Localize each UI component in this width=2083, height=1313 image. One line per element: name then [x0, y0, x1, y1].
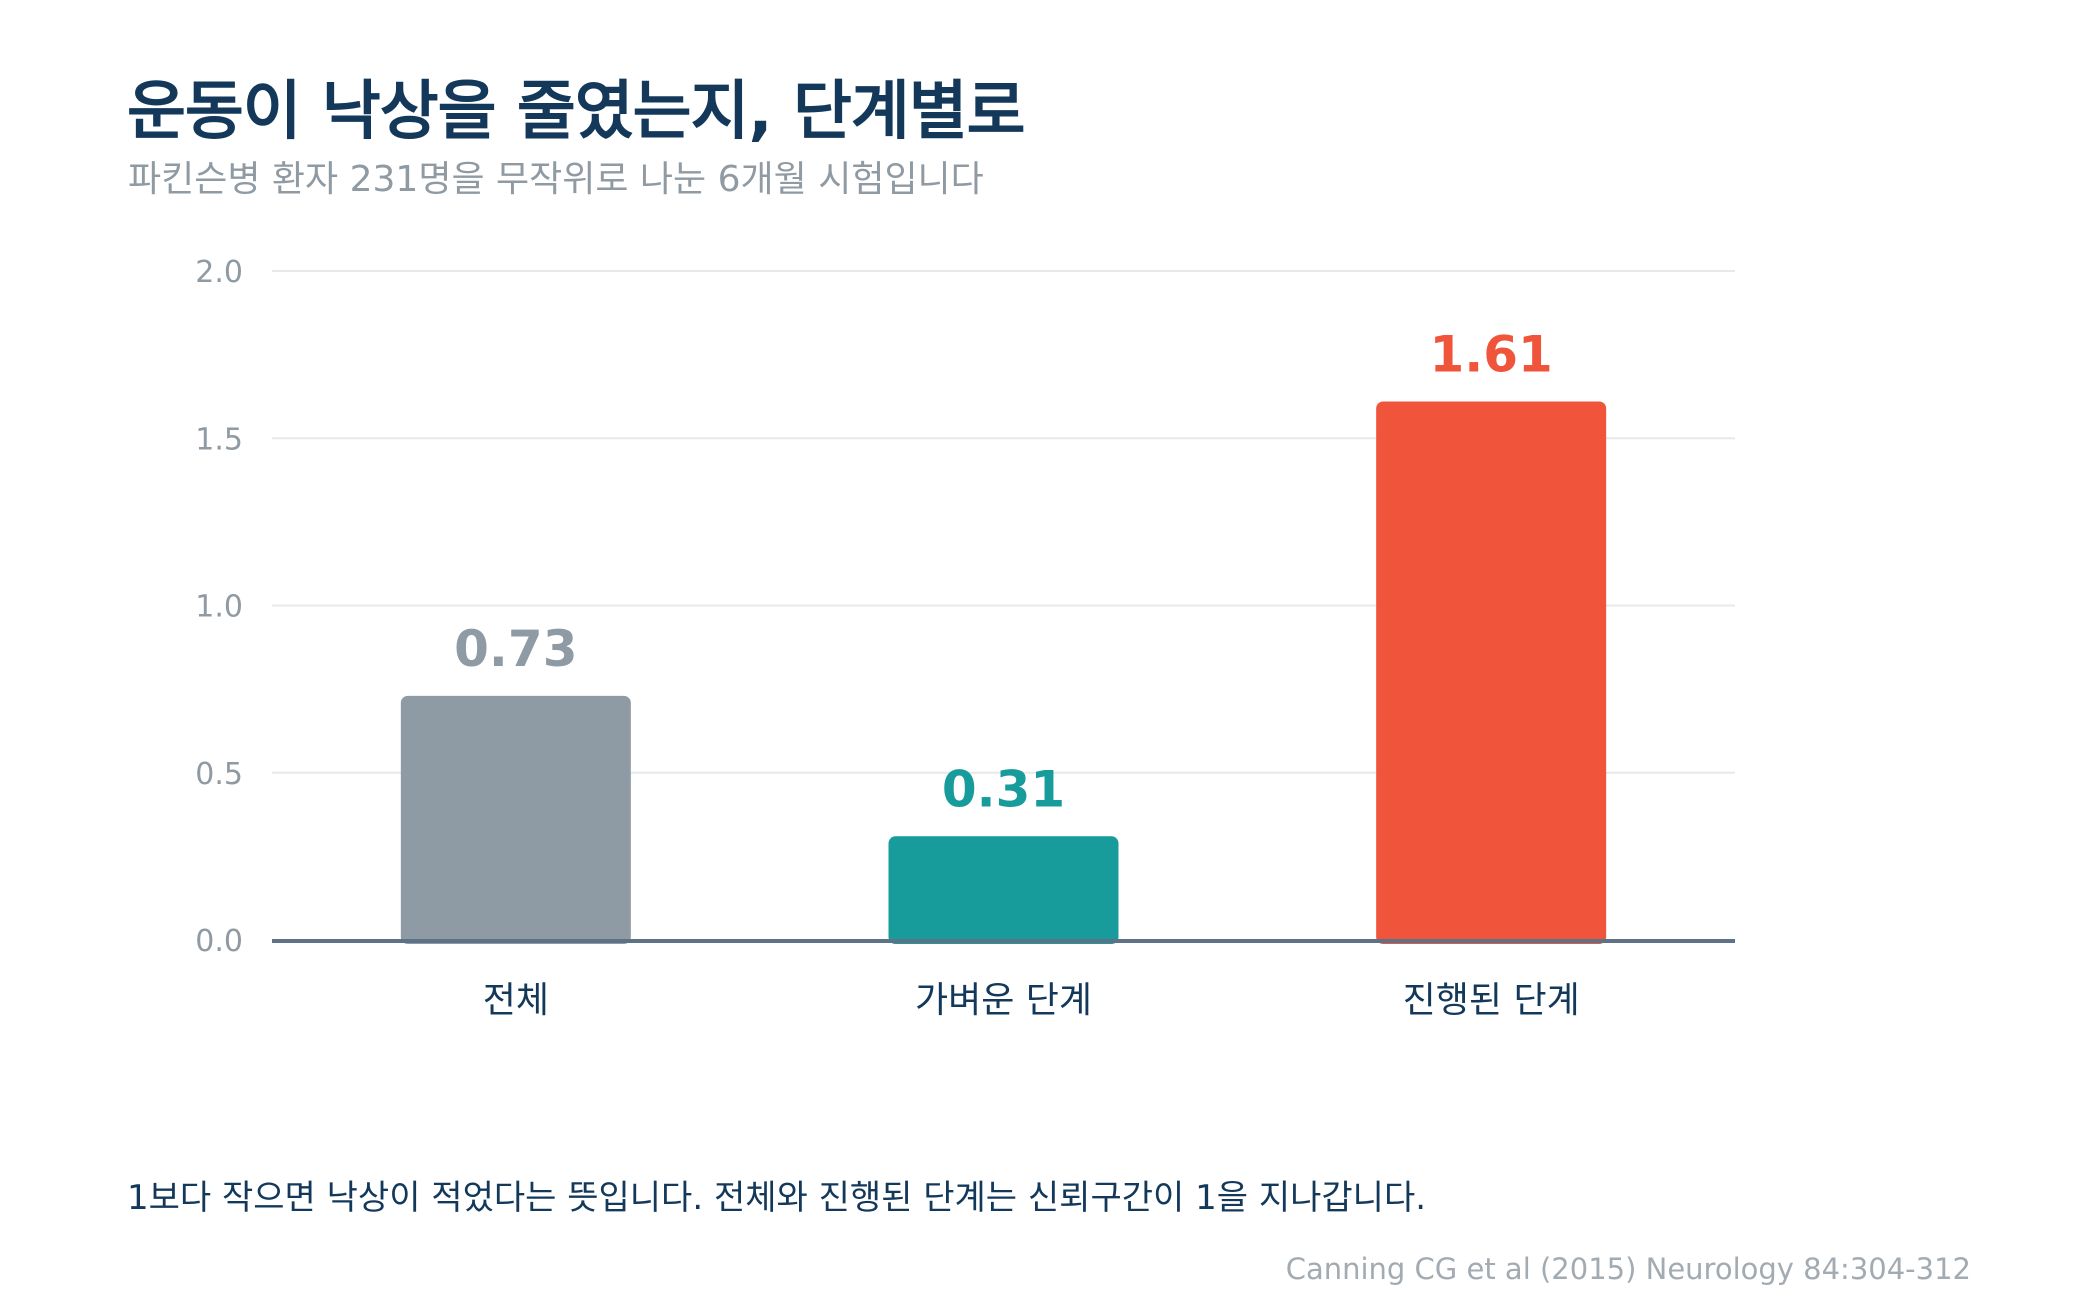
y-tick-label: 0.0: [195, 924, 243, 959]
bar: [1376, 401, 1607, 945]
source-citation: Canning CG et al (2015) Neurology 84:304…: [1285, 1252, 1971, 1286]
y-tick-label: 1.5: [195, 422, 243, 457]
x-tick-label: 가벼운 단계: [915, 980, 1092, 1021]
bar: [400, 695, 631, 944]
data-label: 0.31: [942, 760, 1065, 818]
data-label: 0.73: [454, 620, 577, 678]
y-tick-label: 1.0: [195, 590, 243, 625]
x-tick-label: 진행된 단계: [1403, 980, 1580, 1021]
footnote: 1보다 작으면 낙상이 적었다는 뜻입니다. 전체와 진행된 단계는 신뢰구간이…: [127, 1178, 1427, 1218]
chart-title: 운동이 낙상을 줄였는지, 단계별로: [127, 75, 1025, 149]
x-tick-label: 전체: [483, 980, 549, 1021]
bar: [888, 836, 1119, 944]
data-label: 1.61: [1429, 325, 1552, 383]
y-tick-label: 2.0: [195, 255, 243, 290]
y-tick-label: 0.5: [195, 757, 243, 792]
chart-subtitle: 파킨슨병 환자 231명을 무작위로 나눈 6개월 시험입니다: [128, 159, 984, 200]
